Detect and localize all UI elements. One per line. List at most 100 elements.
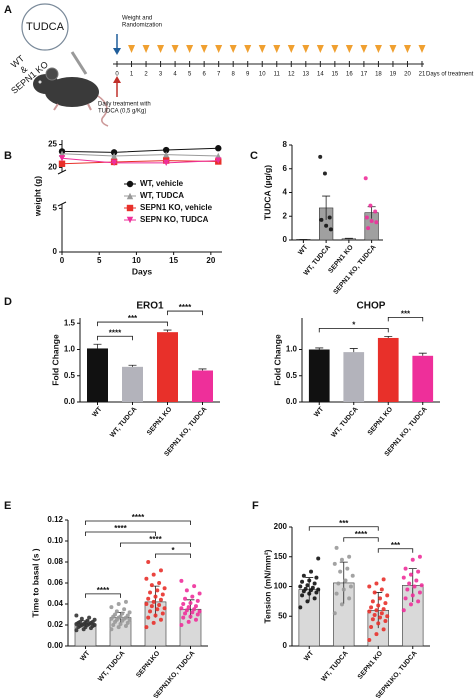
day-label: 9 xyxy=(246,72,250,78)
data-point xyxy=(385,593,390,598)
significance-bracket xyxy=(387,316,424,322)
data-point xyxy=(190,594,195,599)
data-point xyxy=(374,581,379,586)
data-point xyxy=(367,638,372,643)
significance-bracket xyxy=(318,327,389,333)
day-label: 21 xyxy=(419,72,426,78)
x-tick-label: WT, TUDCA xyxy=(320,650,349,683)
y-tick-label: 0.04 xyxy=(47,599,63,608)
data-point xyxy=(120,611,125,616)
x-tick-label: SEPN1 KO xyxy=(367,406,394,437)
marker xyxy=(162,146,170,154)
data-point xyxy=(109,605,114,610)
treatment-marker xyxy=(171,45,179,53)
y-tick-label: 25 xyxy=(48,140,57,149)
randomization-arrow-head xyxy=(113,48,121,55)
data-point xyxy=(419,583,424,588)
days-label: Days of treatment xyxy=(426,72,474,78)
bar xyxy=(157,332,178,402)
significance-bracket xyxy=(343,537,379,542)
legend-marker xyxy=(126,204,134,212)
data-point xyxy=(74,613,79,618)
data-point xyxy=(183,611,188,616)
data-point xyxy=(144,625,149,630)
data-point xyxy=(316,587,321,592)
data-point xyxy=(160,592,165,597)
day-label: 1 xyxy=(130,72,134,78)
day-label: 7 xyxy=(217,72,221,78)
treatment-marker xyxy=(302,45,310,53)
data-point xyxy=(151,572,156,577)
mouse-tail xyxy=(97,95,109,127)
data-point xyxy=(403,566,408,571)
data-point xyxy=(127,610,132,615)
data-point xyxy=(405,587,410,592)
significance-bracket xyxy=(85,520,191,525)
treatment-label: Daily treatment with xyxy=(98,102,151,108)
panel-letter: F xyxy=(252,500,259,512)
treatment-marker xyxy=(229,45,237,53)
data-point xyxy=(348,584,353,589)
significance-label: **** xyxy=(149,535,162,544)
x-tick-label: WT, TUDCA xyxy=(109,406,138,439)
y-tick-label: 0.10 xyxy=(47,536,63,545)
y-tick-label: 0.0 xyxy=(64,397,76,406)
data-point xyxy=(367,609,372,614)
bar xyxy=(308,349,330,402)
series-line xyxy=(61,160,219,165)
randomization-label: Weight and xyxy=(122,16,152,22)
marker xyxy=(58,155,66,162)
data-point xyxy=(403,596,408,601)
series-line xyxy=(61,147,219,153)
panel-letter: A xyxy=(4,4,12,16)
data-point xyxy=(307,591,312,596)
data-point xyxy=(192,584,197,589)
data-point xyxy=(347,554,352,559)
data-point xyxy=(343,578,348,583)
data-point xyxy=(407,581,412,586)
data-point xyxy=(162,586,167,591)
marker xyxy=(215,157,222,164)
y-tick-label: 0 xyxy=(283,235,288,244)
day-label: 0 xyxy=(115,72,119,78)
treatment-arrow-head xyxy=(113,76,121,83)
panel-letter: C xyxy=(250,150,258,162)
y-tick-label: 0 xyxy=(283,641,288,650)
data-point xyxy=(322,171,327,176)
y-tick-label: 4 xyxy=(283,188,288,197)
chart-title: ERO1 xyxy=(136,301,164,312)
data-point xyxy=(363,176,368,181)
data-point xyxy=(146,615,151,620)
significance-label: **** xyxy=(132,513,145,522)
data-point xyxy=(303,586,308,591)
randomization-label: Randomization xyxy=(122,23,162,29)
data-point xyxy=(417,590,422,595)
data-point xyxy=(300,593,305,598)
significance-label: **** xyxy=(97,586,110,595)
panel-letter: D xyxy=(4,296,12,308)
data-point xyxy=(157,603,162,608)
day-label: 17 xyxy=(361,72,368,78)
data-point xyxy=(300,579,305,584)
marker xyxy=(162,159,170,167)
data-point xyxy=(179,578,184,583)
treatment-marker xyxy=(258,45,266,53)
data-point xyxy=(345,566,350,571)
data-point xyxy=(369,624,374,629)
data-point xyxy=(312,596,317,601)
data-point xyxy=(162,606,167,611)
x-tick-label: WT, TUDCA xyxy=(330,406,359,439)
x-tick-label: WT xyxy=(91,405,104,418)
data-point xyxy=(92,617,97,622)
data-point xyxy=(336,581,341,586)
y-tick-label: 1.5 xyxy=(64,318,76,327)
x-tick-label: WT xyxy=(313,405,326,418)
data-point xyxy=(376,603,381,608)
data-point xyxy=(301,573,306,578)
bar xyxy=(87,348,108,402)
data-point xyxy=(369,605,374,610)
data-point xyxy=(184,608,189,613)
data-point xyxy=(338,569,343,574)
data-point xyxy=(414,578,419,583)
treatment-marker xyxy=(331,45,339,53)
